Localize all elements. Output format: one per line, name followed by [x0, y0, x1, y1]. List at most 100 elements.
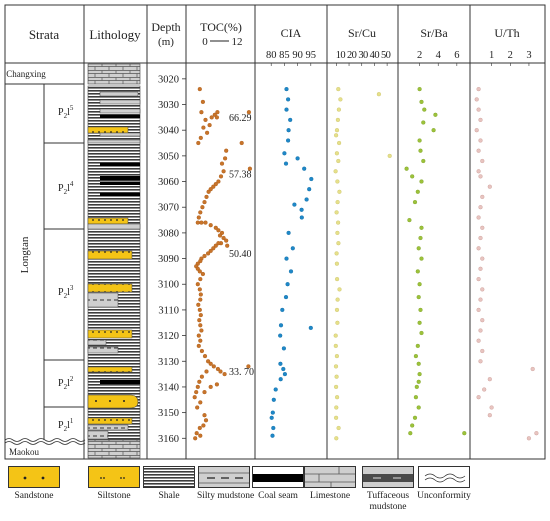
member-label: P2l4 [58, 180, 74, 196]
uth-point [476, 107, 481, 112]
srba-point [418, 148, 423, 153]
srba-point [422, 107, 427, 112]
toc-point [195, 384, 200, 389]
cia-point [307, 187, 312, 192]
cia-point [284, 86, 289, 92]
chart-frame [4, 4, 546, 460]
srba-point [415, 343, 420, 348]
srba-point [416, 295, 421, 300]
toc-point [225, 243, 230, 248]
toc-point [218, 369, 223, 374]
srcu-point [334, 128, 340, 133]
uth-tick-label: 1 [489, 50, 494, 61]
srba-point [417, 320, 422, 325]
srba-point [404, 166, 409, 171]
toc-point [199, 348, 204, 354]
toc-point [208, 384, 213, 389]
cia-point [286, 230, 291, 235]
toc-point [198, 400, 203, 405]
legend-item-unconformity: Unconformity [417, 466, 471, 502]
srcu-point [333, 169, 338, 174]
toc-point [194, 390, 199, 395]
srba-point [417, 138, 422, 143]
toc-outlier-label: 66.29 [229, 113, 252, 124]
srba-panel: 2 4 6 [404, 50, 467, 436]
toc-point [223, 156, 228, 161]
srcu-point [335, 200, 340, 205]
srba-point [421, 158, 426, 164]
srba-point [431, 128, 436, 133]
header-toc: TOC(%) [200, 20, 242, 34]
srba-tick-label: 6 [454, 50, 459, 61]
header-lithology: Lithology [89, 27, 141, 42]
uth-point [487, 184, 492, 189]
cia-point [299, 215, 304, 220]
toc-point [215, 366, 220, 372]
srcu-point [334, 384, 339, 389]
toc-point [199, 374, 204, 379]
srba-point [415, 189, 420, 194]
toc-outlier-label: 57.38 [229, 169, 252, 180]
uth-point [478, 359, 483, 364]
cia-point [308, 325, 313, 330]
toc-point [195, 405, 200, 410]
cia-point [304, 197, 309, 202]
srba-point [415, 269, 420, 274]
srcu-point [335, 230, 340, 235]
toc-point [218, 174, 224, 179]
toc-point [208, 223, 213, 228]
cia-panel: 80 85 90 95 [266, 50, 316, 438]
cia-tick-label: 85 [279, 50, 290, 61]
cia-point [283, 161, 289, 166]
uth-point [530, 366, 535, 372]
legend-label: Tuffaceous mudstone [366, 491, 410, 512]
depth-tick-label: 3080 [158, 228, 179, 239]
cia-point [295, 156, 300, 161]
toc-point [198, 338, 203, 343]
toc-point [198, 433, 203, 438]
shale-swatch [143, 466, 195, 488]
toc-point [198, 210, 203, 215]
srcu-point [334, 261, 339, 266]
uth-point [526, 436, 531, 441]
srba-point [419, 330, 424, 336]
toc-point [200, 205, 205, 210]
srba-point [462, 431, 467, 436]
cia-tick-label: 80 [266, 50, 277, 61]
toc-point [214, 115, 219, 120]
toc-point [198, 135, 203, 140]
toc-point [239, 140, 244, 146]
uth-point [482, 387, 487, 392]
srcu-point [334, 151, 339, 156]
srba-point [421, 120, 426, 125]
toc-point [200, 271, 205, 277]
uth-point [478, 205, 483, 210]
srcu-point [335, 179, 340, 184]
toc-point [196, 215, 201, 220]
uth-point [476, 86, 481, 92]
toc-point [203, 220, 208, 225]
toc-point [207, 122, 212, 128]
srcu-point [336, 241, 341, 246]
uth-tick-label: 3 [526, 50, 531, 61]
srba-point [412, 415, 418, 420]
srcu-point [334, 405, 339, 410]
srba-point [417, 282, 422, 287]
member-label: P2l3 [58, 284, 74, 300]
toc-point [197, 287, 202, 292]
srcu-point [334, 307, 340, 312]
uth-point [480, 318, 485, 323]
column-dividers [83, 5, 471, 459]
unconformity-line [4, 438, 86, 442]
toc-point [198, 292, 203, 297]
toc-point [197, 307, 202, 312]
cia-tick-label: 90 [292, 50, 303, 61]
toc-outlier-label: 33. 70 [229, 367, 254, 378]
srcu-point [335, 320, 340, 325]
cia-point [288, 117, 293, 122]
cia-point [299, 207, 304, 212]
cia-point [285, 282, 290, 287]
srba-point [416, 361, 421, 366]
legend-item-silty-mudstone: Silty mudstone [197, 466, 254, 502]
srcu-point [335, 395, 340, 400]
